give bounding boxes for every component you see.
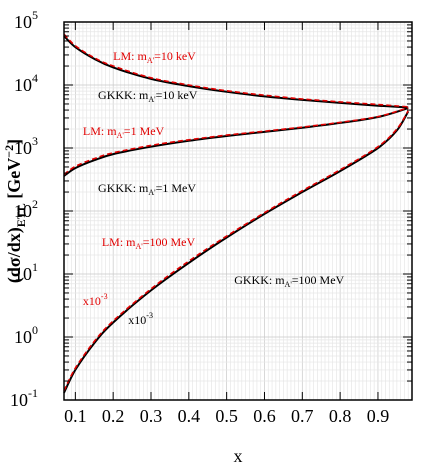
annotation-label: x10-3 — [128, 311, 153, 327]
x-tick-label: 0.6 — [253, 406, 276, 426]
tick-labels: 0.1 0.2 0.3 0.4 0.5 0.6 0.7 0.8 0.91051041031021… — [10, 8, 389, 426]
y-tick-label: 101 — [14, 260, 38, 284]
y-tick-label: 104 — [14, 71, 38, 95]
y-tick-base: 10 — [10, 390, 28, 410]
y-tick-base: 10 — [14, 138, 32, 158]
y-axis-label-main: (dσ/dx) — [4, 227, 25, 283]
ticks — [64, 21, 412, 401]
y-tick-base: 10 — [14, 201, 32, 221]
annotation-label: x10-3 — [83, 292, 108, 308]
y-tick-exponent: -1 — [28, 386, 38, 400]
x-tick-label: 0.4 — [178, 406, 201, 426]
x-tick-label: 0.1 — [64, 406, 87, 426]
y-tick-exponent: 5 — [32, 8, 38, 22]
y-tick-label: 10-1 — [10, 386, 38, 410]
y-axis-label: (dσ/dx)ETL [GeV−2] — [2, 139, 28, 283]
y-tick-exponent: 2 — [32, 197, 38, 211]
series-line-lm-10kev — [63, 33, 409, 108]
y-tick-base: 10 — [14, 327, 32, 347]
y-axis-label-subscript: ETL — [14, 203, 28, 227]
x-axis-label: x — [234, 446, 243, 466]
y-tick-label: 105 — [14, 8, 38, 32]
annotation-label: LM: mA'=10 keV — [113, 49, 196, 65]
y-tick-exponent: 1 — [32, 260, 38, 274]
y-tick-base: 10 — [14, 75, 32, 95]
series-group — [63, 33, 410, 394]
y-tick-label: 100 — [14, 323, 38, 347]
annotation-label: GKKK: mA'=10 keV — [98, 88, 198, 104]
annotation-label: LM: mA'=100 MeV — [102, 235, 196, 251]
y-axis-label-units-close: ] — [4, 139, 24, 145]
y-tick-exponent: 0 — [32, 323, 38, 337]
series-line-gkkk-1mev — [63, 107, 409, 177]
y-axis-label-exponent: −2 — [2, 145, 16, 158]
y-tick-exponent: 4 — [32, 71, 38, 85]
x-tick-label: 0.7 — [291, 406, 314, 426]
series-line-gkkk-100mev — [63, 110, 410, 394]
y-tick-exponent: 3 — [32, 134, 38, 148]
x-tick-label: 0.5 — [215, 406, 238, 426]
y-tick-label: 102 — [14, 197, 38, 221]
grid — [64, 22, 412, 401]
x-tick-label: 0.8 — [329, 406, 352, 426]
annotation-label: GKKK: mA'=100 MeV — [234, 273, 344, 289]
x-tick-label: 0.3 — [140, 406, 163, 426]
series-line-lm-1mev — [63, 107, 409, 176]
series-line-gkkk-10kev — [63, 35, 409, 109]
x-tick-label: 0.9 — [367, 406, 390, 426]
y-tick-base: 10 — [14, 12, 32, 32]
y-tick-base: 10 — [14, 264, 32, 284]
y-axis-label-units: [GeV — [4, 158, 24, 199]
x-tick-label: 0.2 — [102, 406, 125, 426]
annotation-label: LM: mA'=1 MeV — [83, 124, 165, 140]
annotation-label: GKKK: mA'=1 MeV — [98, 181, 196, 197]
annotations: LM: mA'=10 keV GKKK: mA'=10 keV LM: mA'=1 … — [83, 49, 345, 327]
y-tick-label: 103 — [14, 134, 38, 158]
series-line-lm-100mev — [63, 110, 409, 392]
